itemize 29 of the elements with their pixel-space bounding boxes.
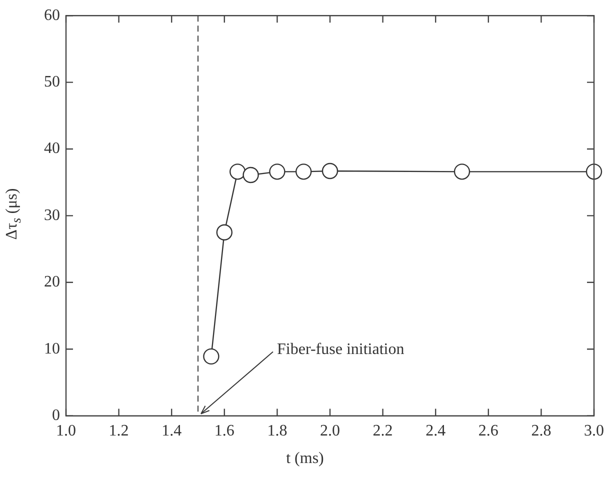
x-tick-label: 2.4	[426, 422, 446, 440]
x-tick-label: 1.6	[214, 422, 234, 440]
x-tick-label: 1.2	[108, 422, 129, 440]
x-axis-title: t (ms)	[285, 450, 325, 468]
y-tick-label: 50	[44, 74, 60, 91]
y-tick-label: 20	[44, 274, 60, 291]
point	[216, 224, 232, 240]
x-tick-label: 2.0	[320, 422, 340, 440]
point	[454, 164, 470, 180]
point	[203, 348, 220, 365]
x-tick-label: 2.2	[372, 422, 393, 440]
point	[296, 164, 312, 180]
y-tick-label: 10	[44, 340, 60, 358]
point	[230, 164, 246, 180]
x-tick-label: 1.4	[162, 422, 182, 440]
point	[322, 162, 338, 180]
y-tick-label: 40	[44, 140, 60, 158]
x-tick-label: 1.8	[267, 422, 288, 440]
x-tick-label: 3.0	[584, 422, 604, 440]
annotation: Fiber-fuse initiation	[277, 341, 404, 358]
point	[269, 164, 286, 180]
x-tick-label: 1.0	[56, 422, 76, 440]
y-tick-label: 60	[44, 6, 60, 24]
x-tick-label: 2.8	[531, 422, 552, 440]
y-tick-label: 0	[52, 407, 60, 424]
y-tick-label: 30	[44, 206, 60, 224]
point	[586, 164, 602, 180]
point	[242, 166, 259, 184]
x-tick-label: 2.6	[478, 422, 498, 440]
